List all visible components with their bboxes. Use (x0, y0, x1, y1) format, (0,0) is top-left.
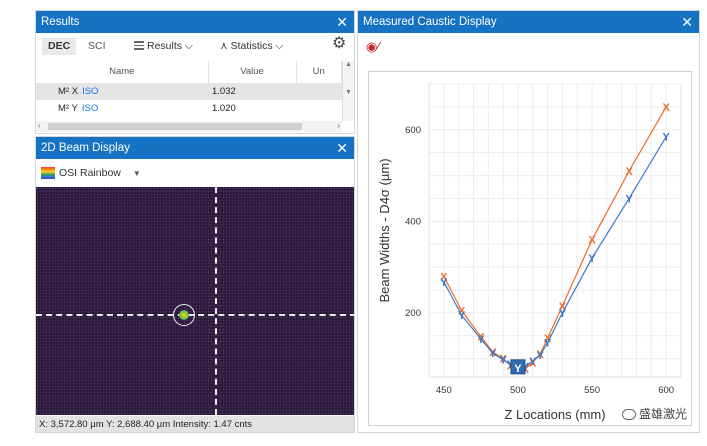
data-point-y: Y (663, 132, 671, 144)
x-tick-label: 500 (510, 385, 526, 396)
data-point-y: Y (544, 338, 552, 350)
y-tick-label: 200 (405, 308, 421, 319)
data-point-x: X (588, 235, 596, 247)
data-point-y: Y (529, 356, 537, 368)
data-point-x: X (458, 306, 466, 318)
beam-title: 2D Beam Display (41, 142, 130, 154)
data-point-x: X (544, 333, 552, 345)
dec-button[interactable]: DEC (42, 38, 77, 55)
y-tick-label: 400 (405, 216, 421, 227)
data-point-x: X (625, 166, 633, 178)
x-tick-label: 600 (658, 385, 674, 396)
y-tick-label: 600 (405, 125, 421, 136)
results-title: Results (41, 16, 80, 28)
results-dropdown[interactable]: Results ⌵ (128, 38, 199, 55)
results-toolbar: DEC SCI Results ⌵ ⋏ Statistics ⌵ ⚙ (36, 33, 354, 59)
col-header-value[interactable]: Value (208, 61, 297, 84)
data-point-y: Y (559, 308, 567, 320)
beam-close-icon[interactable]: ✕ (336, 140, 348, 156)
beam-titlebar: 2D Beam Display ✕ (36, 137, 354, 159)
watermark-text: 盛雄激光 (638, 407, 687, 421)
beam-toolbar: OSI Rainbow ▼ (36, 159, 354, 187)
data-point-x: X (477, 332, 485, 344)
data-point-x: X (440, 271, 448, 283)
beam-statusbar: X: 3,572.80 µm Y: 2,688.40 µm Intensity:… (36, 416, 354, 432)
data-point-y: Y (440, 277, 448, 289)
results-close-icon[interactable]: ✕ (336, 14, 348, 30)
iso-link[interactable]: ISO (82, 86, 99, 98)
row-unit (296, 100, 342, 117)
scroll-thumb[interactable] (48, 123, 302, 130)
caustic-title: Measured Caustic Display (363, 16, 497, 28)
data-point-y: Y (625, 193, 633, 205)
data-point-x: X (663, 102, 671, 114)
results-vertical-scrollbar[interactable]: ▲ ▼ (342, 61, 354, 121)
scroll-left-icon[interactable]: ‹ (38, 121, 41, 130)
beam-display-panel: 2D Beam Display ✕ OSI Rainbow ▼ X: 3,572.… (35, 136, 355, 433)
y-axis-label: Beam Widths - D4σ (µm) (377, 158, 392, 302)
x-tick-label: 450 (436, 385, 452, 396)
data-point-y: Y (522, 361, 530, 373)
data-point-x: X (559, 301, 567, 313)
row-name-cell: M² X ISO (36, 83, 208, 100)
row-name: M² Y (58, 103, 78, 114)
crosshair-vertical[interactable] (215, 187, 217, 415)
x-axis-label: Z Locations (mm) (504, 407, 605, 422)
col-header-name[interactable]: Name (36, 61, 209, 84)
data-point-y: Y (458, 310, 466, 322)
data-point-y: Y (537, 350, 545, 362)
data-point-x: X (522, 364, 530, 376)
results-titlebar: Results ✕ (36, 11, 354, 33)
row-value: 1.032 (208, 83, 296, 100)
watermark: 盛雄激光 (621, 405, 687, 422)
beam-image-canvas[interactable] (36, 187, 354, 415)
wechat-icon (621, 409, 636, 421)
palette-label: OSI Rainbow (59, 167, 121, 179)
data-point-y: Y (588, 253, 596, 265)
table-row[interactable]: M² X ISO 1.032 (36, 83, 342, 100)
caustic-chart-svg: 450 500 550 600 200 400 600 Z Locations (mm) Bea… (377, 83, 682, 422)
results-grid-icon (134, 41, 144, 50)
crosshair-horizontal[interactable] (36, 314, 354, 316)
row-unit (296, 83, 342, 100)
waist-marker (510, 359, 526, 375)
palette-select[interactable]: OSI Rainbow ▼ (41, 165, 141, 181)
caustic-panel: Measured Caustic Display ✕ ◉∕ 450 500 550 6… (357, 10, 700, 433)
caustic-settings-icon[interactable]: ◉∕ (366, 39, 380, 54)
table-row[interactable]: M² Y ISO 1.020 (36, 100, 342, 117)
chevron-down-icon: ▼ (132, 169, 141, 178)
x-tick-label: 550 (584, 385, 600, 396)
waist-marker-label: Y (514, 363, 522, 375)
row-name: M² X (58, 86, 79, 98)
caustic-toolbar: ◉∕ (358, 33, 699, 61)
data-point-y: Y (489, 348, 497, 360)
results-dropdown-label: Results ⌵ (147, 40, 193, 52)
caustic-chart: 450 500 550 600 200 400 600 Z Locations (mm) Bea… (368, 71, 692, 426)
beam-ellipse (173, 304, 195, 326)
row-name-cell: M² Y ISO (36, 100, 208, 117)
results-horizontal-scrollbar[interactable]: ‹ › (36, 121, 342, 132)
iso-link[interactable]: ISO (81, 103, 99, 114)
data-point-y: Y (499, 355, 507, 367)
gear-icon[interactable]: ⚙ (332, 35, 347, 52)
results-table: Name Value Un M² X ISO 1.032 M² Y ISO 1.02… (36, 61, 342, 117)
statistics-dropdown[interactable]: ⋏ Statistics ⌵ (220, 40, 284, 52)
results-panel: Results ✕ DEC SCI Results ⌵ ⋏ Statistics… (35, 10, 355, 134)
data-point-x: X (529, 357, 537, 369)
caustic-close-icon[interactable]: ✕ (681, 14, 693, 30)
caustic-titlebar: Measured Caustic Display ✕ (358, 11, 699, 33)
data-point-y: Y (477, 334, 485, 346)
scroll-right-icon[interactable]: › (337, 121, 340, 130)
col-header-unit[interactable]: Un (296, 61, 342, 84)
plot-area (428, 83, 682, 378)
sci-button[interactable]: SCI (88, 40, 106, 52)
rainbow-palette-icon (41, 167, 55, 180)
row-value: 1.020 (212, 103, 236, 114)
beam-spot (179, 310, 189, 320)
